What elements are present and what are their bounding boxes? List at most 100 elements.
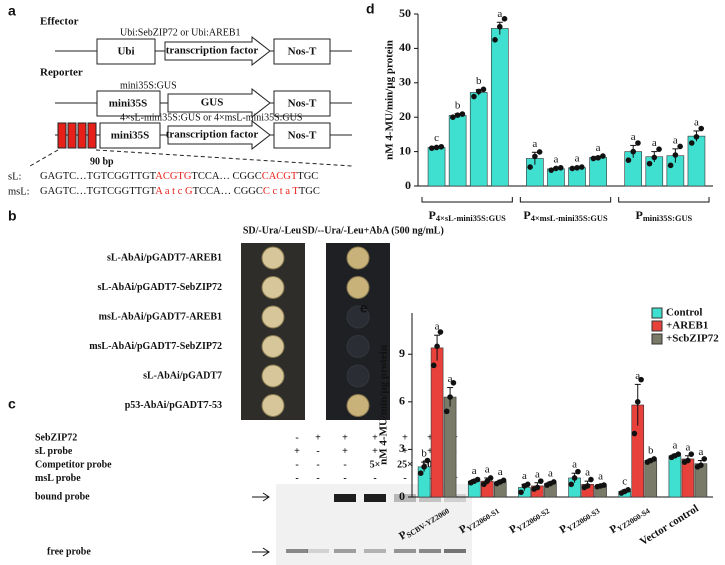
colony [261,335,285,358]
box-label: mini35S [111,130,150,142]
y-tick-label: 3 [399,441,405,455]
zoom-line [29,149,59,167]
replicate-dot [421,464,427,470]
zoom-line [95,149,353,167]
legend-label: +AREB1 [666,320,708,332]
label-subscript: 4×sL-mini35S:GUS [436,214,506,223]
replicate-dot [524,481,531,488]
replicate-dot [685,457,691,464]
colony [261,305,285,329]
category-label: PYZ2060-S3 [557,502,601,536]
nos-box [273,38,331,65]
significance-letter: a [548,467,553,479]
tf-arrow [164,35,271,67]
element-box [67,122,77,149]
column-header: SD/-Ura/-Leu [243,225,302,236]
significance-letter: a [694,116,699,128]
section-label: Reporter [40,67,83,79]
row-label: sL-AbAi/pGADT7-AREB1 [107,252,222,263]
replicate-dot [527,164,533,170]
y-tick-label: 0 [399,489,405,503]
replicate-dot [601,482,607,488]
label-subscript: YZ2060-S3 [565,506,601,533]
significance-letter: b [455,99,461,111]
replicate-dot [447,394,453,400]
replicate-dot [536,149,543,155]
lane-symbol: + [372,446,378,457]
significance-letter: b [476,75,482,87]
element-box [57,122,67,149]
legend-label: +ScbZIP72 [666,333,719,345]
replicate-dot [584,483,591,489]
lane-symbol: - [316,459,319,470]
replicate-dot [553,165,559,172]
significance-letter: a [596,142,601,154]
colony [261,246,285,270]
box-label: Ubi [117,46,134,58]
significance-letter: b [421,448,427,460]
construct-label: 4×sL-mini35S:GUS or 4×msL-mini35S:GUS [120,112,302,123]
replicate-dot [454,112,461,118]
replicate-dot [518,489,524,496]
construct-label: Ubi:SebZIP72 or Ubi:AREB1 [120,27,241,38]
significance-letter: c [434,132,439,144]
significance-letter: a [485,463,490,475]
gel-band [419,549,441,553]
replicate-dot [631,430,638,437]
sequence-segment: ACGTG [155,171,192,182]
plate-image [326,243,390,420]
section-label: Effector [40,16,79,28]
replicate-dot [450,114,456,120]
group-bracket [421,197,513,203]
replicate-dot [480,86,487,93]
lane-symbol: 5× [370,459,381,470]
panel-a: a Effector Ubi:SebZIP72 or Ubi:AREB1 Ubi… [8,3,353,167]
gel-band [444,549,466,553]
replicate-dot [569,165,576,172]
significance-letter: a [672,440,677,452]
significance-letter: a [635,370,640,382]
category-label: P4×sL-mini35S:GUS [429,208,507,223]
significance-letter: a [572,459,577,471]
replicate-dot [625,487,631,493]
replicate-dot [646,160,653,167]
replicate-dot [656,146,662,152]
sequence-segment: A a t c G [155,186,193,197]
replicate-dot [634,399,641,405]
lane-symbol: 50× [422,459,438,470]
replicate-dot [588,476,594,483]
significance-letter: a [532,138,537,150]
band-label: bound probe [35,491,90,502]
construct-label: mini35S:GUS [120,80,177,91]
replicate-dot [471,93,477,100]
sequence-segment: TGC [297,171,318,182]
replicate-dot [430,362,437,369]
lane-symbol: - [343,459,346,470]
gel-band [394,549,416,553]
column-header: SD/--Ura/-Leu+AbA (500 ng/mL) [302,225,444,236]
legend-swatch [651,307,663,319]
replicate-dot [557,164,564,171]
panel-letter: b [8,208,17,224]
label-subscript: mini35S:GUS [643,214,693,223]
lane-symbol: + [402,446,408,457]
lane-symbol: + [427,446,433,457]
colony [346,246,370,270]
box-label: Nos-T [288,130,317,142]
replicate-dot [568,481,575,488]
lane-symbol: - [316,473,319,484]
replicate-dot [688,451,695,457]
lane-symbol: - [373,473,376,484]
gel-band [286,549,308,553]
sequence: GAGTC…TGTCGGTTGTACGTGTCCA… CGGCCACGTTGC [40,171,318,182]
replicate-dot [625,157,632,163]
significance-letter: c [622,475,627,487]
lane-symbol: - [295,459,298,470]
mini35s-box [99,122,161,149]
colony [346,394,370,417]
replicate-dot [672,152,679,158]
replicate-dot [492,37,498,43]
replicate-dot [437,329,444,335]
replicate-dot [548,167,554,173]
